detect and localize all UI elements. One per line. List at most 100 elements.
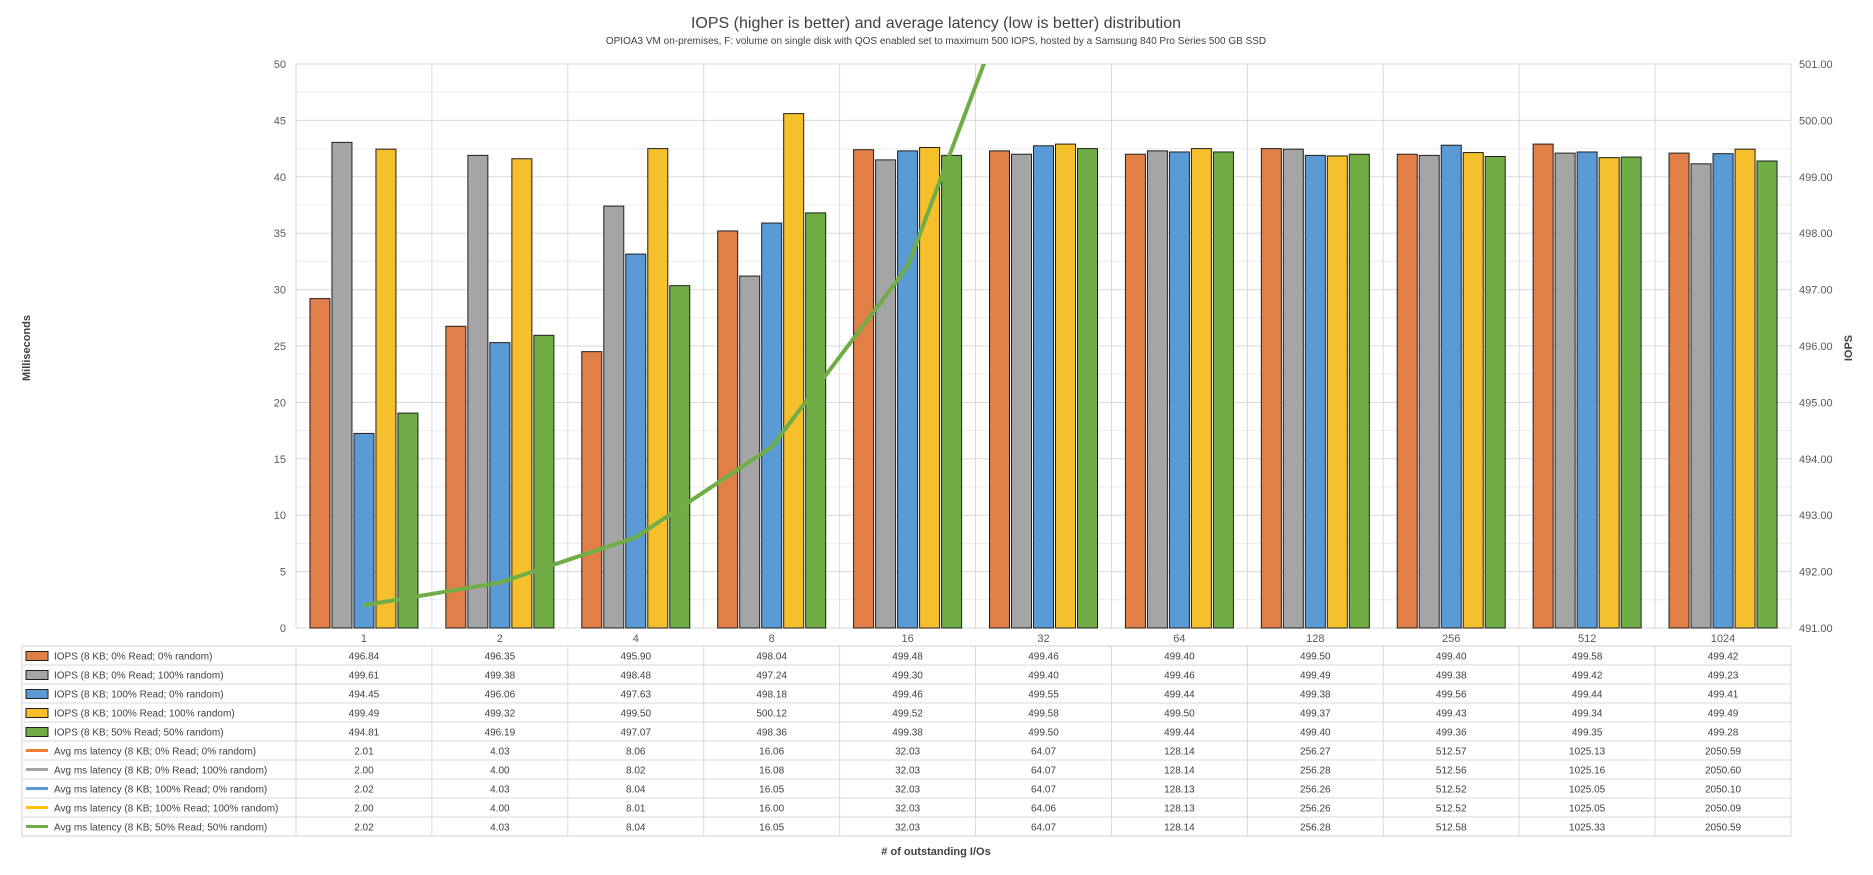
bar: [353, 432, 375, 629]
legend-swatch: [25, 708, 49, 718]
table-cell: 2.02: [354, 785, 374, 796]
table-cell: 499.38: [1300, 690, 1331, 701]
table-cell: 16.00: [759, 804, 784, 815]
table-cell: 499.49: [349, 709, 380, 720]
legend-swatch: [25, 727, 49, 737]
bar: [1734, 148, 1756, 629]
bar: [445, 325, 467, 629]
table-cell: 32.03: [895, 766, 920, 777]
table-cell: 512.52: [1436, 804, 1467, 815]
y-right-tick-label: 491.00: [1799, 623, 1833, 635]
y-right-tick-label: 495.00: [1799, 397, 1833, 409]
x-tick-label: 512: [1578, 633, 1596, 645]
table-cell: 16.05: [759, 785, 784, 796]
table-cell: 512.57: [1436, 747, 1467, 758]
bar: [805, 212, 827, 629]
table-cell: 494.45: [349, 690, 380, 701]
table-cell: 8.01: [626, 804, 646, 815]
bar: [1598, 157, 1620, 629]
table-cell: 2050.59: [1705, 823, 1742, 834]
bar: [331, 141, 353, 629]
chart-subtitle: OPIOA3 VM on-premises, F: volume on sing…: [606, 36, 1266, 47]
y-left-tick-label: 0: [280, 623, 286, 635]
table-cell: 496.84: [349, 652, 380, 663]
bar: [1668, 152, 1690, 629]
table-cell: 64.07: [1031, 747, 1056, 758]
bar: [1576, 151, 1598, 629]
table-cell: 2050.60: [1705, 766, 1742, 777]
table-cell: 499.38: [1436, 671, 1467, 682]
chart-title: IOPS (higher is better) and average late…: [691, 15, 1181, 32]
y-left-tick-label: 50: [274, 59, 286, 71]
table-cell: 4.03: [490, 823, 510, 834]
bar: [1011, 153, 1032, 629]
table-cell: 1025.16: [1569, 766, 1606, 777]
bar: [1146, 150, 1168, 629]
table-cell: 2050.09: [1705, 804, 1742, 815]
table-cell: 64.07: [1031, 766, 1056, 777]
bar: [941, 154, 963, 629]
bar: [533, 334, 555, 629]
data-table: 1 2 4 8 16 32 64 128 256 512 1024 IOPS (8 KB; 0% Re…: [21, 633, 1792, 837]
table-cell: 499.48: [892, 652, 923, 663]
table-cell: 128.14: [1164, 823, 1195, 834]
table-cell: 32.03: [895, 747, 920, 758]
table-cell: 499.41: [1708, 690, 1739, 701]
table-cell: 499.36: [1436, 728, 1467, 739]
table-cell: 16.06: [759, 747, 784, 758]
y-right-tick-label: 500.00: [1799, 115, 1833, 127]
bar: [1712, 153, 1734, 629]
y-right-tick-label: 501.00: [1799, 59, 1833, 71]
table-cell: 1025.13: [1569, 747, 1606, 758]
bar: [853, 149, 875, 629]
table-cell: 499.44: [1572, 690, 1603, 701]
y-right-tick-label: 498.00: [1799, 228, 1833, 240]
table-cell: 4.00: [490, 766, 510, 777]
bar: [1554, 152, 1576, 629]
x-tick-label: 128: [1306, 633, 1324, 645]
table-cell: 1025.05: [1569, 785, 1606, 796]
table-cell: 1025.05: [1569, 804, 1606, 815]
y-right-tick-label: 497.00: [1799, 285, 1833, 297]
table-cell: 1025.33: [1569, 823, 1606, 834]
bar: [1168, 151, 1190, 629]
axis-labels-layer: 0 5 10 15 20 25 30 35 40 45 50 491.00 492.00 493.00 49…: [274, 59, 1833, 635]
legend-label: IOPS (8 KB; 100% Read; 0% random): [54, 690, 224, 701]
table-cell: 494.81: [349, 728, 380, 739]
table-cell: 495.90: [620, 652, 651, 663]
legend-label: IOPS (8 KB; 0% Read; 0% random): [54, 652, 212, 663]
y-left-tick-label: 35: [274, 228, 286, 240]
table-cell: 2.00: [354, 804, 374, 815]
table-cell: 497.63: [620, 690, 651, 701]
bar: [1348, 153, 1370, 629]
y-right-tick-label: 492.00: [1799, 567, 1833, 579]
table-cell: 8.02: [626, 766, 646, 777]
table-cell: 64.07: [1031, 785, 1056, 796]
table-cell: 499.46: [1164, 671, 1195, 682]
table-cell: 499.40: [1300, 728, 1331, 739]
table-cell: 4.03: [490, 747, 510, 758]
x-tick-label: 256: [1442, 633, 1460, 645]
table-cell: 499.40: [1028, 671, 1059, 682]
x-tick-label: 1024: [1711, 633, 1735, 645]
table-cell: 64.07: [1031, 823, 1056, 834]
bar: [1212, 151, 1234, 629]
y-right-tick-label: 494.00: [1799, 454, 1833, 466]
table-cell: 499.28: [1708, 728, 1739, 739]
bar: [603, 205, 625, 629]
table-cell: 500.12: [756, 709, 787, 720]
bar: [1124, 153, 1146, 629]
bar: [717, 230, 739, 629]
bar: [897, 150, 919, 629]
bar: [1440, 144, 1462, 629]
bar: [1304, 154, 1326, 629]
bar: [1190, 148, 1212, 629]
table-cell: 16.08: [759, 766, 784, 777]
bar: [875, 159, 897, 629]
bar: [647, 148, 669, 629]
table-cell: 499.55: [1028, 690, 1059, 701]
table-cell: 499.40: [1436, 652, 1467, 663]
table-cell: 8.04: [626, 785, 646, 796]
y-axis-right-title: IOPS: [1843, 335, 1855, 361]
y-left-tick-label: 10: [274, 510, 286, 522]
